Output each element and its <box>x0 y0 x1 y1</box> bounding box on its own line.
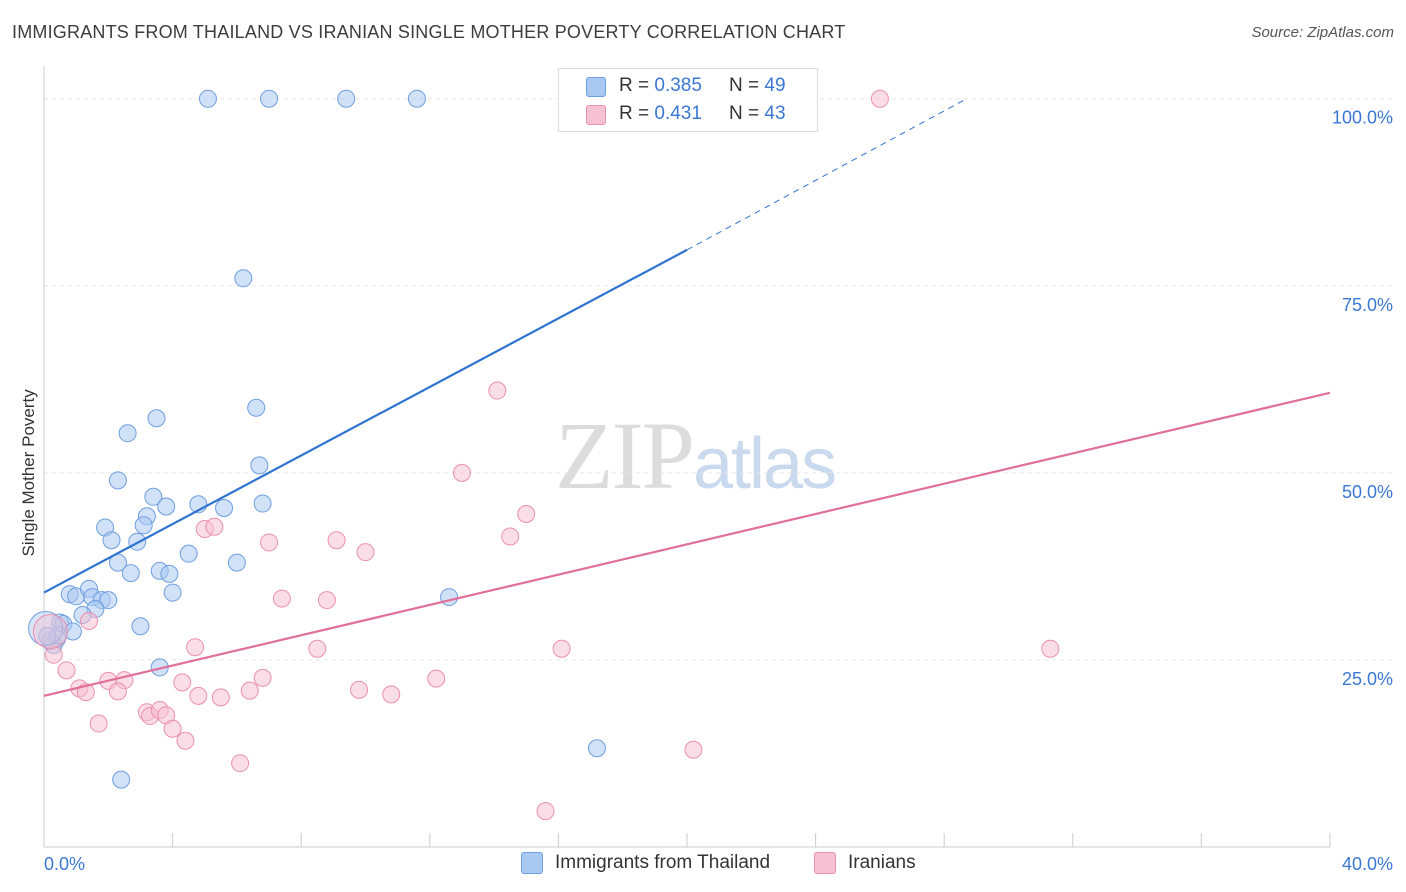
watermark: ZIPatlas <box>555 400 837 511</box>
y-tick-label: 100.0% <box>1332 108 1393 128</box>
iranians-point <box>173 673 192 692</box>
iranians-point <box>327 531 346 550</box>
legend-swatch-thailand <box>521 852 543 874</box>
thailand-point <box>144 487 163 506</box>
legend-label-thailand: Immigrants from Thailand <box>555 852 771 873</box>
stats-legend: R = 0.385 N = 49 R = 0.431 N = 43 <box>558 68 818 132</box>
y-axis-title: Single Mother Poverty <box>19 389 38 557</box>
thailand-point <box>407 89 426 108</box>
iranians-point <box>205 517 224 536</box>
iranians-point <box>32 613 68 649</box>
iranians-point <box>108 682 127 701</box>
thailand-point <box>121 564 140 583</box>
iranians-point <box>211 688 230 707</box>
iranians-point <box>186 638 205 657</box>
legend-swatch-pink <box>586 105 606 125</box>
thailand-point <box>215 499 234 518</box>
iranians-point <box>272 589 291 608</box>
thailand-point <box>253 494 272 513</box>
x-tick-label: 0.0% <box>44 854 85 874</box>
thailand-point <box>147 409 166 428</box>
iranians-point <box>684 740 703 759</box>
iranians-point <box>240 681 259 700</box>
legend-r-value: 0.385 <box>654 75 702 96</box>
thailand-point <box>198 89 217 108</box>
x-tick-label: 40.0% <box>1342 854 1393 874</box>
legend-n-value: 43 <box>764 103 786 124</box>
iranians-point <box>382 685 401 704</box>
legend-n-value: 49 <box>764 75 786 96</box>
iranians-point <box>44 645 63 664</box>
thailand-point <box>38 626 57 645</box>
thailand-point <box>337 89 356 108</box>
iranians-point <box>552 639 571 658</box>
legend-swatch-blue <box>586 77 606 97</box>
iranians-point <box>308 639 327 658</box>
iranians-point <box>501 527 520 546</box>
chart-title: IMMIGRANTS FROM THAILAND VS IRANIAN SING… <box>12 22 846 42</box>
thailand-point <box>134 516 153 535</box>
iranians-point <box>350 680 369 699</box>
iranians-point <box>317 591 336 610</box>
legend-r-value: 0.431 <box>654 103 702 124</box>
iranians-point <box>517 505 536 524</box>
thailand-point <box>179 544 198 563</box>
watermark-atlas: atlas <box>693 424 837 504</box>
iranians-point <box>253 668 272 687</box>
legend-label-iranians: Iranians <box>848 852 916 873</box>
iranians-point <box>89 714 108 733</box>
watermark-zip: ZIP <box>555 402 695 509</box>
thailand-trendline-extension <box>686 98 967 251</box>
iranians-point <box>356 543 375 562</box>
thailand-point <box>112 770 131 789</box>
thailand-point <box>247 398 266 417</box>
iranians-point <box>231 754 250 773</box>
iranians-point <box>427 669 446 688</box>
iranians-point <box>57 661 76 680</box>
thailand-point <box>157 497 176 516</box>
source-label: Source: ZipAtlas.com <box>1251 24 1394 41</box>
thailand-trendline <box>43 248 688 594</box>
iranians-point <box>452 463 471 482</box>
iranians-point <box>80 612 99 631</box>
y-tick-label: 25.0% <box>1342 669 1393 689</box>
thailand-point <box>102 531 121 550</box>
thailand-point <box>28 610 64 646</box>
legend-r-label: R = <box>619 103 650 124</box>
thailand-point <box>99 591 118 610</box>
y-tick-label: 75.0% <box>1342 295 1393 315</box>
legend-n-label: N = <box>729 75 760 96</box>
thailand-point <box>108 471 127 490</box>
iranians-point <box>870 89 889 108</box>
iranians-point <box>536 802 555 821</box>
thailand-point <box>160 564 179 583</box>
legend-n-label: N = <box>729 103 760 124</box>
legend-r-label: R = <box>619 75 650 96</box>
series-legend: Immigrants from Thailand Iranians <box>0 852 1406 878</box>
iranians-point <box>488 381 507 400</box>
y-tick-label: 50.0% <box>1342 482 1393 502</box>
iranians-trendline <box>43 391 1331 697</box>
thailand-point <box>440 588 459 607</box>
thailand-point <box>163 583 182 602</box>
thailand-point <box>250 456 269 475</box>
thailand-point <box>587 739 606 758</box>
iranians-point <box>260 533 279 552</box>
iranians-point <box>163 719 182 738</box>
thailand-point <box>234 269 253 288</box>
legend-item-iranians[interactable]: Iranians <box>814 852 916 874</box>
thailand-point <box>131 617 150 636</box>
legend-item-thailand[interactable]: Immigrants from Thailand <box>521 852 770 874</box>
thailand-point <box>227 553 246 572</box>
legend-swatch-iranians <box>814 852 836 874</box>
iranians-point <box>176 731 195 750</box>
thailand-point <box>118 424 137 443</box>
iranians-point <box>1041 639 1060 658</box>
thailand-point <box>260 89 279 108</box>
iranians-point <box>189 686 208 705</box>
